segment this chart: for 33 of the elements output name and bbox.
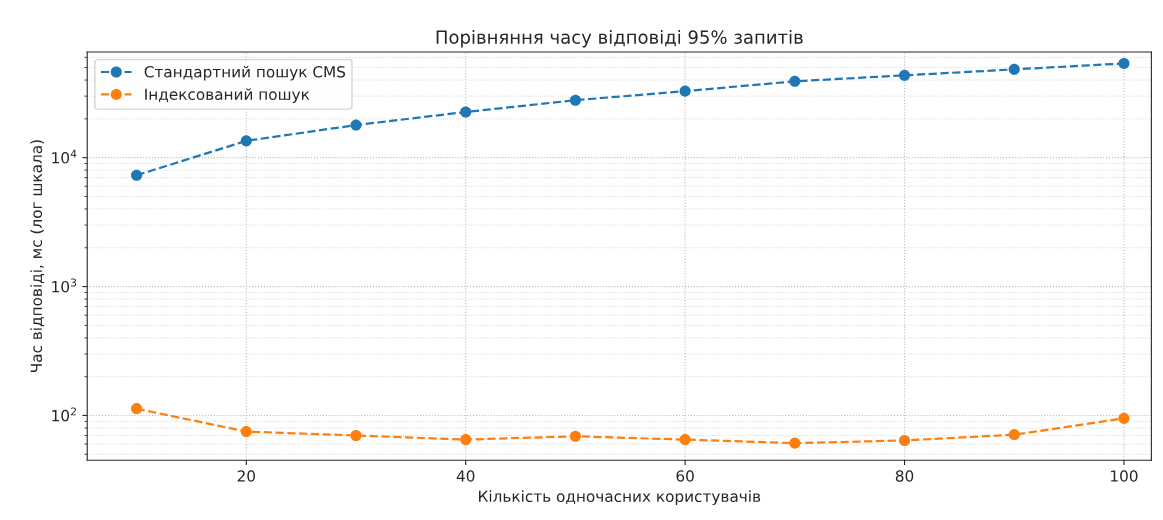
y-tick-label: 10$^{4}$ — [52, 149, 77, 164]
point — [789, 437, 801, 449]
y-tick-label: 10$^{2}$ — [52, 407, 76, 422]
point — [1008, 429, 1020, 441]
point — [1118, 412, 1130, 424]
point — [1008, 63, 1020, 75]
point — [460, 434, 472, 446]
x-tick-label: 40 — [456, 470, 475, 482]
point — [898, 434, 911, 447]
point — [1118, 57, 1130, 69]
point — [460, 106, 472, 118]
point — [350, 429, 362, 442]
x-tick-label: 80 — [895, 470, 914, 482]
point — [569, 430, 581, 442]
chart-title: Порівняння часу відповіді 95% запитів — [436, 29, 803, 48]
point — [898, 69, 911, 81]
y-tick-label: 10$^{3}$ — [52, 278, 77, 293]
legend-label: Індексований пошук — [145, 88, 310, 103]
x-tick-label: 20 — [237, 470, 255, 482]
y-axis-title: Час відповіді, мс (лог шкала) — [30, 140, 44, 372]
point — [679, 85, 691, 97]
point — [569, 94, 581, 106]
point — [679, 434, 691, 446]
x-tick-label: 100 — [1111, 470, 1138, 482]
point — [350, 119, 362, 131]
point — [131, 403, 143, 415]
point — [131, 169, 143, 181]
legend-label: Стандартний пошук CMS — [144, 65, 346, 81]
point — [240, 135, 252, 147]
point — [240, 426, 252, 438]
point — [789, 75, 801, 87]
x-tick-label: 60 — [676, 470, 694, 482]
x-axis-title: Кількість одночасних користувачів — [479, 490, 761, 506]
